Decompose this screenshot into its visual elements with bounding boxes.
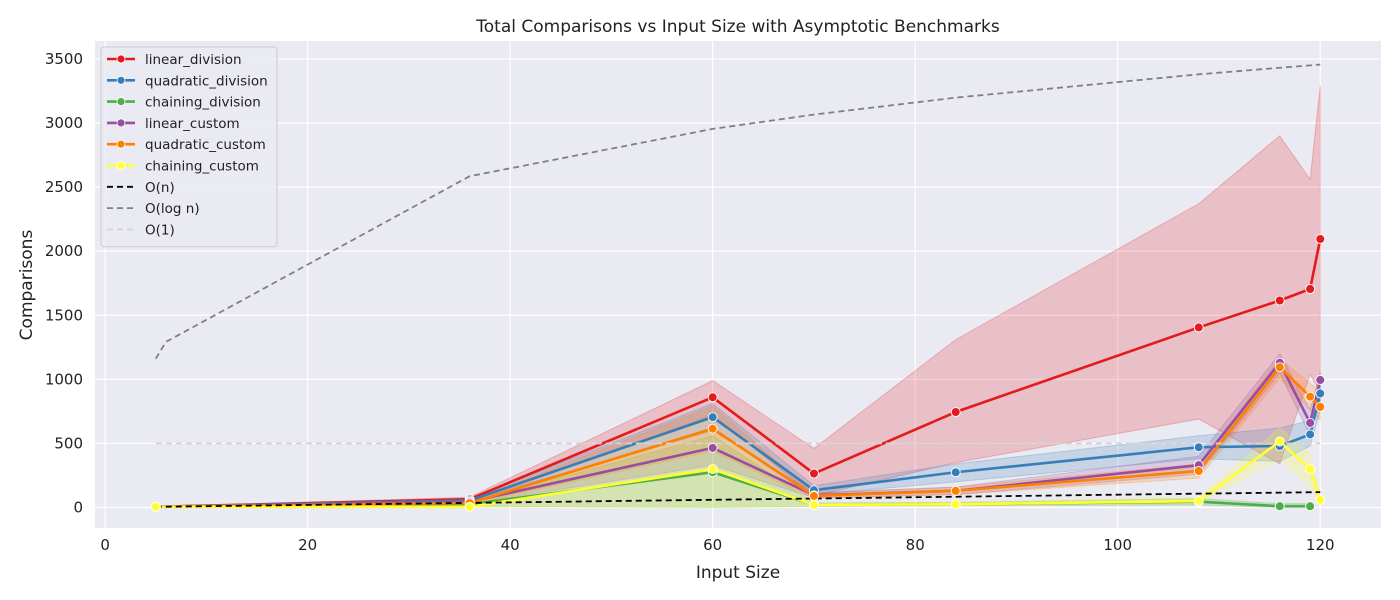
chaining-custom-point [1274,436,1285,447]
legend-label-o-log-n: O(log n) [145,201,200,217]
chaining-custom-point [150,501,161,512]
quadratic-division-point [1305,429,1316,440]
legend-label-chaining-custom: chaining_custom [145,159,259,175]
legend-label-linear-custom: linear_custom [145,116,240,132]
y-tick-label: 3000 [45,114,83,132]
chaining-custom-point [1315,494,1326,505]
linear-custom-point [1315,375,1326,385]
y-tick-label: 2500 [45,178,83,196]
chaining-custom-point [464,501,475,512]
y-tick-label: 1000 [45,370,83,388]
linear-division-point [950,407,961,417]
quadratic-custom-point [707,423,718,434]
linear-division-point [1193,322,1204,333]
x-tick-label: 100 [1103,536,1132,554]
linear-division-point [707,392,718,403]
y-tick-label: 1500 [45,306,83,324]
x-axis-ticks: 0 20 40 60 80 100 120 [100,536,1334,554]
chaining-custom-point [1193,496,1204,507]
y-tick-label: 0 [73,498,83,516]
series-markers [150,234,1326,512]
quadratic-custom-point [950,485,961,496]
legend-marker-quadratic-custom [116,139,126,149]
x-tick-label: 20 [298,536,317,554]
quadratic-custom-point [1305,391,1316,402]
quadratic-division-point [1193,442,1204,453]
chart-title: Total Comparisons vs Input Size with Asy… [475,17,1000,37]
legend-label-quadratic-division: quadratic_division [145,73,268,89]
chaining-division-point [1305,501,1316,512]
legend-marker-chaining-division [116,97,126,106]
x-tick-label: 80 [906,536,925,554]
legend-marker-chaining-custom [116,161,126,170]
x-tick-label: 40 [501,536,520,554]
chaining-custom-point [950,499,961,510]
quadratic-division-point [707,412,718,423]
linear-custom-point [707,442,718,453]
linear-division-point [808,468,819,479]
quadratic-division-point [1315,388,1326,399]
quadratic-division-point [950,467,961,478]
legend-label-o-n: O(n) [145,180,175,196]
quadratic-custom-point [1274,362,1285,373]
linear-division-point [1315,234,1326,244]
legend-marker-linear-custom [116,118,126,128]
legend: linear_division quadratic_divisionchainin… [100,46,278,248]
legend-label-linear-division: linear_division [145,52,242,68]
legend-label-quadratic-custom: quadratic_custom [145,137,266,153]
y-tick-label: 3500 [45,50,83,68]
legend-box [100,46,278,248]
y-axis-ticks: 0 500 1000 1500 2000 2500 3000 3500 [45,50,83,517]
legend-label-o-1: O(1) [145,222,175,238]
x-tick-label: 60 [703,536,722,554]
legend-label-chaining-division: chaining_division [145,95,261,111]
y-axis-label: Comparisons [17,230,37,341]
quadratic-custom-point [1315,401,1326,412]
quadratic-custom-point [808,491,819,501]
x-tick-label: 120 [1306,536,1335,554]
quadratic-custom-point [1193,466,1204,476]
o-log-n-line [154,63,1321,360]
chaining-custom-point [808,499,819,510]
chaining-custom-point [1305,464,1316,474]
linear-division-point [1274,295,1285,306]
chaining-custom-point [707,464,718,474]
chaining-division-point [1274,501,1285,512]
legend-marker-quadratic-division [116,75,126,85]
y-tick-label: 500 [54,434,83,452]
x-tick-label: 0 [100,536,110,554]
o-n-line [155,491,1321,508]
linear-division-point [1305,284,1316,294]
linear-custom-point [1305,417,1316,428]
y-tick-label: 2000 [45,242,83,260]
x-axis-label: Input Size [696,563,780,583]
legend-marker-linear-division [116,54,126,64]
